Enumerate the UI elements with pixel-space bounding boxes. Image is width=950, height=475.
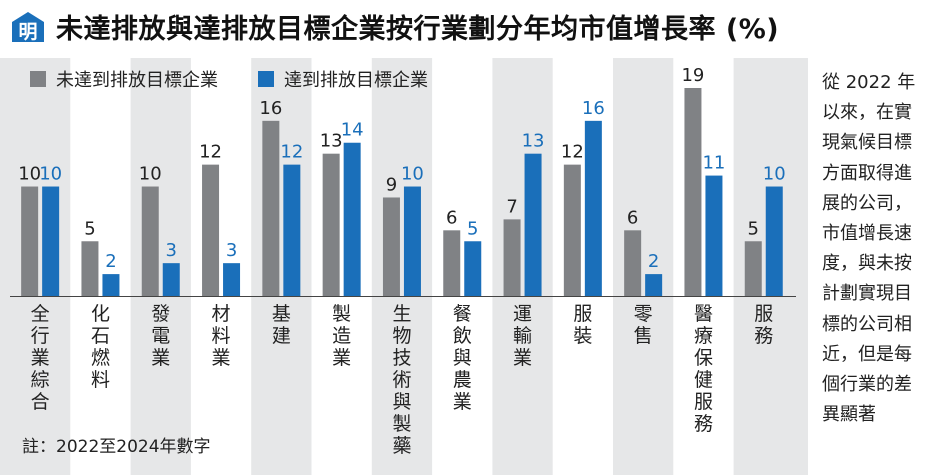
column-stripe (432, 58, 493, 475)
side-text-line: 近，但是每 (822, 343, 912, 365)
data-label-series2: 14 (341, 120, 364, 141)
bar-series1 (624, 230, 642, 296)
data-label-series1: 5 (84, 218, 95, 239)
legend-label-series2: 達到排放目標企業 (284, 70, 428, 91)
bar-chart: 1010全行業綜合52化石燃料103發電業123材料業1612基建1314製造業… (10, 58, 796, 475)
category-label: 化石燃料 (91, 303, 110, 391)
bar-series1 (563, 164, 581, 296)
data-label-series2: 11 (702, 153, 725, 174)
bar-series1 (382, 197, 400, 296)
bar-series2 (162, 263, 180, 296)
data-label-series1: 7 (506, 196, 517, 217)
legend-swatch-series2 (258, 71, 274, 87)
side-text-line: 度，與未按 (822, 253, 912, 275)
data-label-series1: 13 (320, 131, 343, 152)
data-label-series1: 6 (446, 207, 457, 228)
data-label-series2: 13 (522, 131, 545, 152)
bar-series2 (403, 186, 421, 296)
category-label: 零售 (634, 303, 653, 347)
bar-series2 (584, 120, 602, 296)
side-text-line: 標的公司相 (822, 313, 912, 335)
category-label: 生物技術與製藥 (392, 303, 411, 457)
bar-series2 (645, 274, 663, 296)
side-text-line: 以來，在實 (822, 102, 912, 124)
column-stripe (190, 58, 252, 475)
bar-series1 (744, 241, 762, 296)
bar-series1 (21, 186, 39, 296)
side-commentary: 從 2022 年以來，在實現氣候目標方面取得進展的公司， 市值增長速度，與未按計劃… (822, 68, 944, 430)
bar-series1 (262, 120, 280, 296)
bar-series2 (223, 263, 241, 296)
side-text-line: 展的公司， (822, 192, 912, 214)
bar-series2 (464, 241, 482, 296)
legend-swatch-series1 (30, 71, 46, 87)
column-stripe (552, 58, 613, 475)
column-stripe (70, 58, 131, 475)
side-text-line: 異顯著 (822, 404, 876, 426)
data-label-series1: 12 (199, 142, 222, 163)
data-label-series1: 19 (681, 65, 704, 86)
data-label-series2: 10 (763, 164, 786, 185)
category-label: 基建 (272, 303, 291, 347)
category-label: 餐飲與農業 (453, 303, 472, 413)
bar-series1 (141, 186, 159, 296)
category-label: 材料業 (212, 303, 231, 369)
data-label-series2: 5 (467, 218, 478, 239)
legend-label-series1: 未達到排放目標企業 (56, 70, 218, 91)
data-label-series2: 3 (166, 240, 177, 261)
side-text-line: 計劃實現目 (822, 283, 912, 305)
bar-series2 (524, 153, 542, 296)
side-text-line: 現氣候目標 (822, 132, 912, 154)
category-label: 發電業 (151, 303, 170, 369)
data-label-series1: 5 (748, 218, 759, 239)
bar-series2 (102, 274, 120, 296)
header: 明 未達排放與達排放目標企業按行業劃分年均市值增長率 (%) (0, 0, 950, 58)
side-text-line: 從 2022 年 (822, 72, 916, 93)
bar-series1 (322, 153, 340, 296)
bar-series1 (684, 88, 702, 296)
category-label: 運輸業 (513, 303, 532, 369)
legend: 未達到排放目標企業 達到排放目標企業 (30, 66, 428, 92)
legend-item-series2: 達到排放目標企業 (258, 66, 428, 92)
data-label-series1: 10 (18, 164, 41, 185)
category-label: 製造業 (332, 303, 351, 369)
data-label-series1: 10 (139, 164, 162, 185)
data-label-series2: 2 (105, 251, 116, 272)
side-text-line: 個行業的差 (822, 374, 912, 396)
bar-series2 (705, 175, 723, 296)
data-label-series1: 6 (627, 207, 638, 228)
ming-logo-icon: 明 (12, 12, 44, 43)
data-label-series2: 16 (582, 98, 605, 119)
legend-item-series1: 未達到排放目標企業 (30, 66, 218, 92)
bar-series1 (503, 219, 521, 296)
data-label-series1: 12 (561, 142, 584, 163)
data-label-series2: 10 (401, 164, 424, 185)
data-label-series2: 10 (39, 164, 62, 185)
category-label: 全行業綜合 (31, 303, 50, 413)
side-text-line: 方面取得進 (822, 162, 912, 184)
data-label-series2: 2 (648, 251, 659, 272)
category-label: 醫療保健服務 (694, 303, 713, 435)
footnote: 註：2022至2024年數字 (22, 437, 211, 457)
bar-series1 (443, 230, 461, 296)
column-stripe (311, 58, 372, 475)
data-label-series1: 16 (259, 98, 282, 119)
side-text-line: 市值增長速 (822, 223, 912, 245)
data-label-series1: 9 (386, 174, 397, 195)
bar-series1 (202, 164, 220, 296)
category-label: 服裝 (573, 303, 592, 347)
bar-series2 (283, 164, 301, 296)
logo-char: 明 (18, 21, 37, 43)
category-label: 服務 (754, 303, 773, 347)
data-label-series2: 3 (226, 240, 237, 261)
bar-series2 (343, 142, 361, 296)
column-stripe (673, 58, 734, 475)
bar-series2 (765, 186, 783, 296)
data-label-series2: 12 (280, 142, 303, 163)
bar-series1 (81, 241, 99, 296)
bar-series2 (42, 186, 60, 296)
chart-title: 未達排放與達排放目標企業按行業劃分年均市值增長率 (%) (56, 14, 780, 45)
